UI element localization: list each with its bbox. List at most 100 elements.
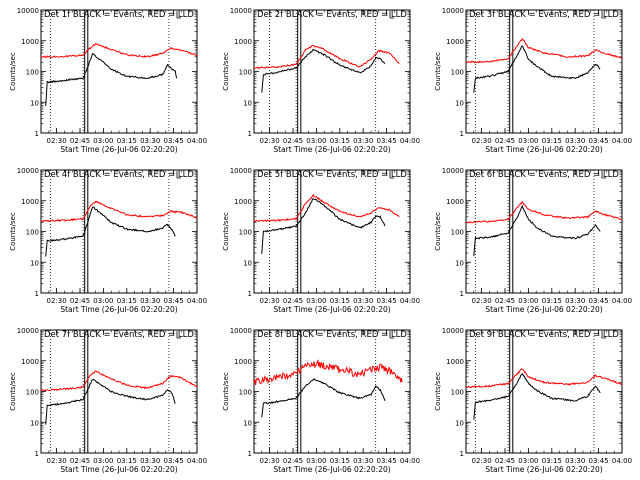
x-axis-label: Start Time (26-Jul-06 02:20:20) — [273, 305, 390, 314]
x-tick-label: 03:15 — [330, 297, 350, 305]
chart-title: Det 8f BLACK = Events, RED = LLD — [257, 330, 407, 340]
y-tick-label: 10000 — [17, 7, 39, 15]
chart-panel: Det 8f BLACK = Events, RED = LLD 1 10 100 10… — [222, 327, 420, 474]
interval-box — [509, 9, 514, 134]
y-tick-label: 1 — [460, 290, 464, 298]
y-tick-label: 10 — [243, 99, 252, 107]
y-axis-label: Counts/sec — [222, 372, 230, 411]
x-tick-label: 04:00 — [612, 297, 632, 305]
y-tick-label: 1 — [248, 130, 252, 138]
y-axis-label: Counts/sec — [434, 212, 442, 251]
y-tick-label: 100 — [239, 69, 252, 77]
chart-panel: Det 2f BLACK = Events, RED = LLD 1 10 100 10… — [222, 7, 420, 154]
y-axis-label: Counts/sec — [222, 212, 230, 251]
y-tick-label: 1000 — [234, 38, 252, 46]
x-tick-label: 03:00 — [518, 297, 538, 305]
chart-title: Det 9f BLACK = Events, RED = LLD — [469, 330, 619, 340]
y-axis-label: Counts/sec — [434, 372, 442, 411]
x-tick-label: 03:15 — [542, 297, 562, 305]
y-tick-label: 10000 — [17, 167, 39, 175]
x-tick-label: 03:15 — [330, 457, 350, 465]
interval-box — [297, 329, 302, 454]
x-tick-label: 04:00 — [612, 137, 632, 145]
y-tick-label: 10000 — [230, 327, 252, 335]
x-tick-label: 02:45 — [283, 457, 303, 465]
y-tick-label: 100 — [26, 229, 39, 237]
x-tick-label: 03:30 — [140, 457, 160, 465]
y-tick-label: 10 — [30, 259, 39, 267]
y-tick-label: 1 — [460, 130, 464, 138]
x-tick-label: 03:15 — [117, 297, 137, 305]
x-tick-label: 03:00 — [306, 297, 326, 305]
x-tick-label: 02:45 — [495, 137, 515, 145]
x-tick-label: 03:30 — [353, 457, 373, 465]
y-axis-label: Counts/sec — [222, 52, 230, 91]
x-tick-label: 03:45 — [589, 457, 609, 465]
series-line-events — [45, 53, 178, 107]
x-tick-label: 03:45 — [164, 297, 184, 305]
chart-panel: Det 6f BLACK = Events, RED = LLD 1 10 100 10… — [434, 167, 632, 314]
x-tick-label: 03:00 — [93, 297, 113, 305]
series-line-events — [45, 206, 176, 257]
chart-panel: Det 3f BLACK = Events, RED = LLD 1 10 100 10… — [434, 7, 632, 154]
x-axis-label: Start Time (26-Jul-06 02:20:20) — [485, 305, 602, 314]
x-tick-label: 02:45 — [495, 297, 515, 305]
x-tick-label: 02:30 — [47, 457, 67, 465]
y-tick-label: 1000 — [446, 358, 464, 366]
x-tick-label: 03:00 — [93, 457, 113, 465]
y-tick-label: 100 — [26, 389, 39, 397]
plot-frame — [40, 169, 198, 294]
series-line-events — [261, 48, 386, 93]
x-tick-label: 04:00 — [187, 457, 207, 465]
x-axis-label: Start Time (26-Jul-06 02:20:20) — [60, 465, 177, 474]
x-tick-label: 04:00 — [187, 137, 207, 145]
y-tick-label: 1 — [35, 290, 39, 298]
chart-title: Det 7f BLACK = Events, RED = LLD — [44, 330, 194, 340]
x-tick-label: 03:30 — [565, 297, 585, 305]
chart-panel: Det 7f BLACK = Events, RED = LLD 1 10 100 10… — [9, 327, 207, 474]
interval-box — [297, 9, 302, 134]
y-tick-label: 10000 — [17, 327, 39, 335]
chart-panel: Det 1f BLACK = Events, RED = LLD 1 10 100 10… — [9, 7, 207, 154]
interval-box — [84, 9, 89, 134]
y-tick-label: 100 — [239, 389, 252, 397]
plot-frame — [253, 169, 411, 294]
x-tick-label: 02:30 — [472, 137, 492, 145]
x-tick-label: 04:00 — [400, 137, 420, 145]
y-tick-label: 10 — [30, 99, 39, 107]
x-tick-label: 03:15 — [330, 137, 350, 145]
chart-title: Det 3f BLACK = Events, RED = LLD — [469, 10, 619, 20]
y-axis-label: Counts/sec — [9, 372, 17, 411]
x-tick-label: 03:45 — [377, 297, 397, 305]
x-tick-label: 04:00 — [187, 297, 207, 305]
x-tick-label: 02:30 — [47, 297, 67, 305]
interval-box — [509, 169, 514, 294]
chart-title: Det 2f BLACK = Events, RED = LLD — [257, 10, 407, 20]
x-tick-label: 02:30 — [472, 457, 492, 465]
x-tick-label: 04:00 — [612, 457, 632, 465]
x-tick-label: 03:00 — [306, 457, 326, 465]
chart-panel: Det 5f BLACK = Events, RED = LLD 1 10 100 10… — [222, 167, 420, 314]
x-tick-label: 03:15 — [542, 137, 562, 145]
y-tick-label: 1000 — [446, 198, 464, 206]
x-tick-label: 02:30 — [472, 297, 492, 305]
x-tick-label: 03:30 — [565, 137, 585, 145]
x-tick-label: 02:45 — [70, 457, 90, 465]
chart-title: Det 5f BLACK = Events, RED = LLD — [257, 170, 407, 180]
series-line-lld — [40, 200, 198, 223]
x-tick-label: 02:30 — [47, 137, 67, 145]
x-tick-label: 03:15 — [542, 457, 562, 465]
chart-title: Det 4f BLACK = Events, RED = LLD — [44, 170, 194, 180]
plot-frame — [465, 329, 623, 454]
x-tick-label: 02:45 — [70, 137, 90, 145]
x-tick-label: 03:30 — [140, 137, 160, 145]
y-tick-label: 1000 — [234, 198, 252, 206]
interval-box — [509, 329, 514, 454]
y-tick-label: 1 — [248, 450, 252, 458]
series-line-events — [261, 377, 386, 418]
y-tick-label: 1 — [248, 290, 252, 298]
x-axis-label: Start Time (26-Jul-06 02:20:20) — [273, 145, 390, 154]
x-tick-label: 02:45 — [283, 137, 303, 145]
y-tick-label: 1000 — [234, 358, 252, 366]
